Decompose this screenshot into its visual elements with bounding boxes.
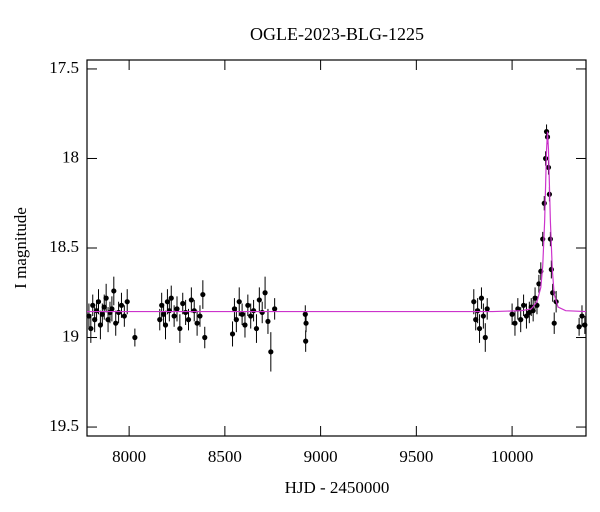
data-point (579, 313, 585, 319)
data-point (159, 302, 165, 308)
data-point (200, 291, 206, 298)
data-point (202, 334, 208, 341)
y-tick-label: 18 (62, 147, 79, 166)
data-point (542, 155, 549, 162)
data-point (88, 325, 94, 332)
data-point (303, 338, 309, 344)
data-point (250, 308, 257, 314)
data-point (162, 322, 169, 328)
y-tick-label: 17.5 (49, 58, 79, 77)
data-point (518, 317, 524, 323)
data-point (268, 349, 274, 355)
model-curve (87, 131, 587, 313)
plot-frame (86, 59, 587, 437)
data-point (111, 288, 117, 294)
data-point (97, 322, 104, 328)
data-point (236, 299, 242, 305)
data-point (245, 302, 251, 308)
data-point (160, 311, 167, 317)
data-point (194, 320, 200, 326)
data-point (157, 317, 163, 323)
data-point (118, 302, 125, 308)
data-point (101, 304, 107, 310)
y-tick-label: 18.5 (49, 237, 79, 256)
data-point (509, 311, 515, 317)
x-tick-label: 9000 (304, 447, 338, 466)
x-axis-label: HJD - 2450000 (285, 478, 390, 497)
data-point (229, 331, 236, 337)
data-point (582, 322, 588, 328)
data-point (547, 236, 553, 242)
data-point (233, 317, 239, 323)
y-tick-label: 19 (62, 326, 79, 345)
data-point (86, 313, 92, 319)
data-point (171, 313, 177, 319)
x-tick-label: 9500 (399, 447, 433, 466)
data-point (473, 317, 479, 323)
data-point (197, 313, 203, 319)
y-axis-label: I magnitude (11, 207, 30, 289)
data-point (482, 334, 488, 341)
data-point (523, 313, 530, 319)
data-point (174, 306, 180, 312)
data-point (99, 311, 105, 317)
data-point (121, 313, 127, 319)
data-point (103, 295, 109, 301)
data-point (105, 317, 111, 323)
data-point (576, 324, 582, 330)
data-point (124, 299, 130, 305)
data-point (480, 313, 486, 319)
data-point (484, 306, 490, 312)
x-tick-label: 8000 (112, 447, 146, 466)
x-tick-label: 8500 (208, 447, 242, 466)
data-point (256, 297, 262, 303)
data-point (471, 299, 477, 305)
data-point (253, 325, 260, 332)
data-point (530, 308, 536, 314)
data-point (185, 317, 192, 323)
data-point (183, 309, 189, 316)
data-point (265, 318, 271, 325)
data-point (551, 320, 557, 326)
x-tick-label: 10000 (491, 447, 534, 466)
data-point (476, 325, 483, 332)
data-point (115, 309, 122, 316)
data-point (92, 317, 98, 323)
data-point (536, 281, 542, 287)
data-point (303, 320, 309, 326)
data-point (259, 309, 265, 316)
data-point (475, 308, 481, 314)
data-point (272, 306, 278, 312)
data-point (180, 300, 186, 307)
data-point (177, 325, 183, 332)
data-point (242, 322, 248, 328)
data-point (478, 295, 485, 301)
data-point (132, 334, 138, 341)
data-point (109, 306, 115, 312)
data-point (95, 299, 102, 305)
chart-title: OGLE-2023-BLG-1225 (250, 24, 424, 44)
data-point (532, 295, 538, 301)
data-point (512, 320, 518, 326)
data-point (113, 320, 119, 326)
data-point (248, 313, 254, 319)
data-point (188, 297, 194, 303)
y-tick-label: 19.5 (49, 416, 79, 435)
data-point (543, 129, 550, 135)
data-point (541, 200, 547, 206)
data-point (302, 311, 308, 317)
data-point (231, 306, 238, 312)
data-point (168, 295, 174, 301)
data-point (520, 302, 527, 308)
data-point (164, 299, 171, 305)
data-point (191, 308, 197, 314)
data-point (239, 311, 245, 317)
data-point (548, 266, 554, 273)
data-point (262, 290, 268, 296)
data-point (90, 302, 96, 308)
